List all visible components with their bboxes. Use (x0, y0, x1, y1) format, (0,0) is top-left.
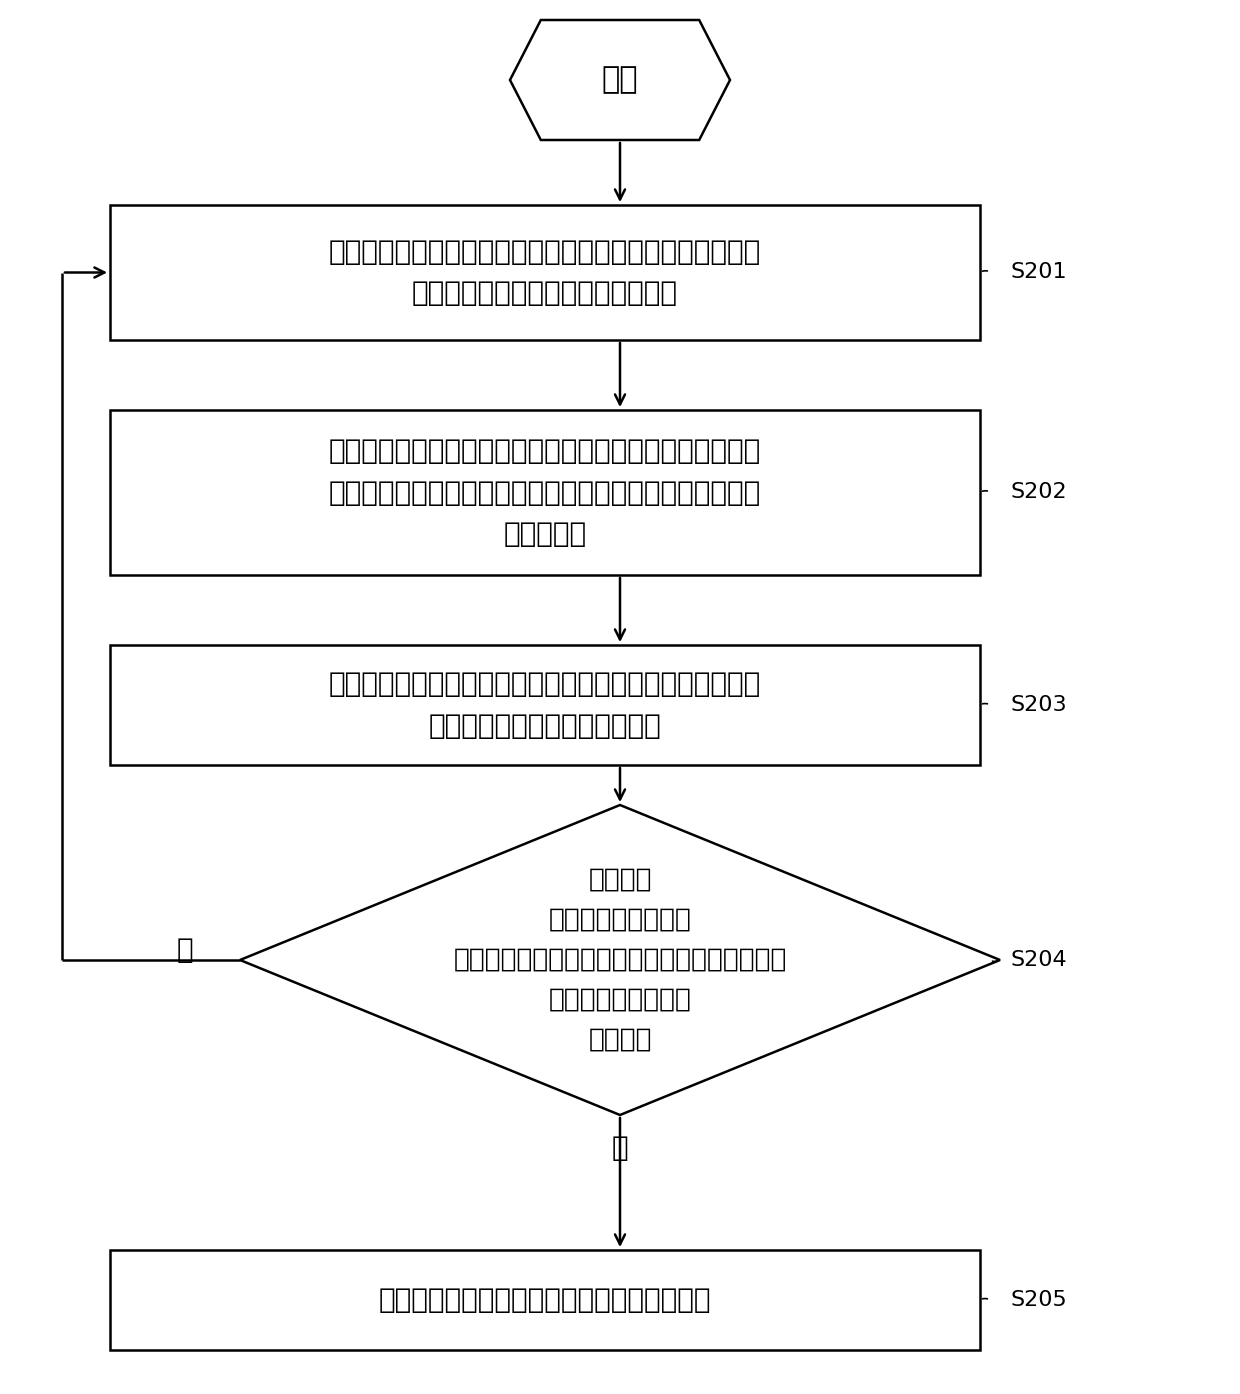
Bar (110, 205, 980, 340)
Text: 将当前负载电压与多个实验负载电压进行比较，根据比较结
果确定电池当前所处的老化区间: 将当前负载电压与多个实验负载电压进行比较，根据比较结 果确定电池当前所处的老化区… (329, 671, 761, 740)
Text: 在电池管理系统工作的过程中，采集预设电池参数的当前参
数值，以及采集电池的当前负载电压: 在电池管理系统工作的过程中，采集预设电池参数的当前参 数值，以及采集电池的当前负… (329, 238, 761, 307)
Bar (110, 645, 980, 765)
Bar (110, 410, 980, 574)
Polygon shape (510, 20, 730, 139)
Text: S205: S205 (1011, 1289, 1066, 1310)
Text: S204: S204 (1011, 949, 1066, 970)
Text: 是: 是 (611, 1133, 629, 1163)
Text: S203: S203 (1011, 696, 1066, 715)
Text: 依据当前参数值查询各个老化阶段的实验负载电压与实验参
数的对应关系数据，得到与各个老化阶段一一对应的多个实
验负载电压: 依据当前参数值查询各个老化阶段的实验负载电压与实验参 数的对应关系数据，得到与各… (329, 438, 761, 548)
Text: 针对电池
当前所处的老化区间
进行计数处理得到计数值，判断多个老化区间的
计数值之和是否达到
预设阈值: 针对电池 当前所处的老化区间 进行计数处理得到计数值，判断多个老化区间的 计数值… (454, 867, 786, 1052)
Text: S201: S201 (1011, 262, 1066, 282)
Text: 根据各个老化区间的计数值估算电池老化状态: 根据各个老化区间的计数值估算电池老化状态 (378, 1287, 712, 1315)
Bar (110, 1250, 980, 1349)
Polygon shape (241, 804, 999, 1115)
Text: 否: 否 (176, 935, 193, 965)
Text: 开始: 开始 (601, 66, 639, 95)
Text: S202: S202 (1011, 482, 1066, 502)
